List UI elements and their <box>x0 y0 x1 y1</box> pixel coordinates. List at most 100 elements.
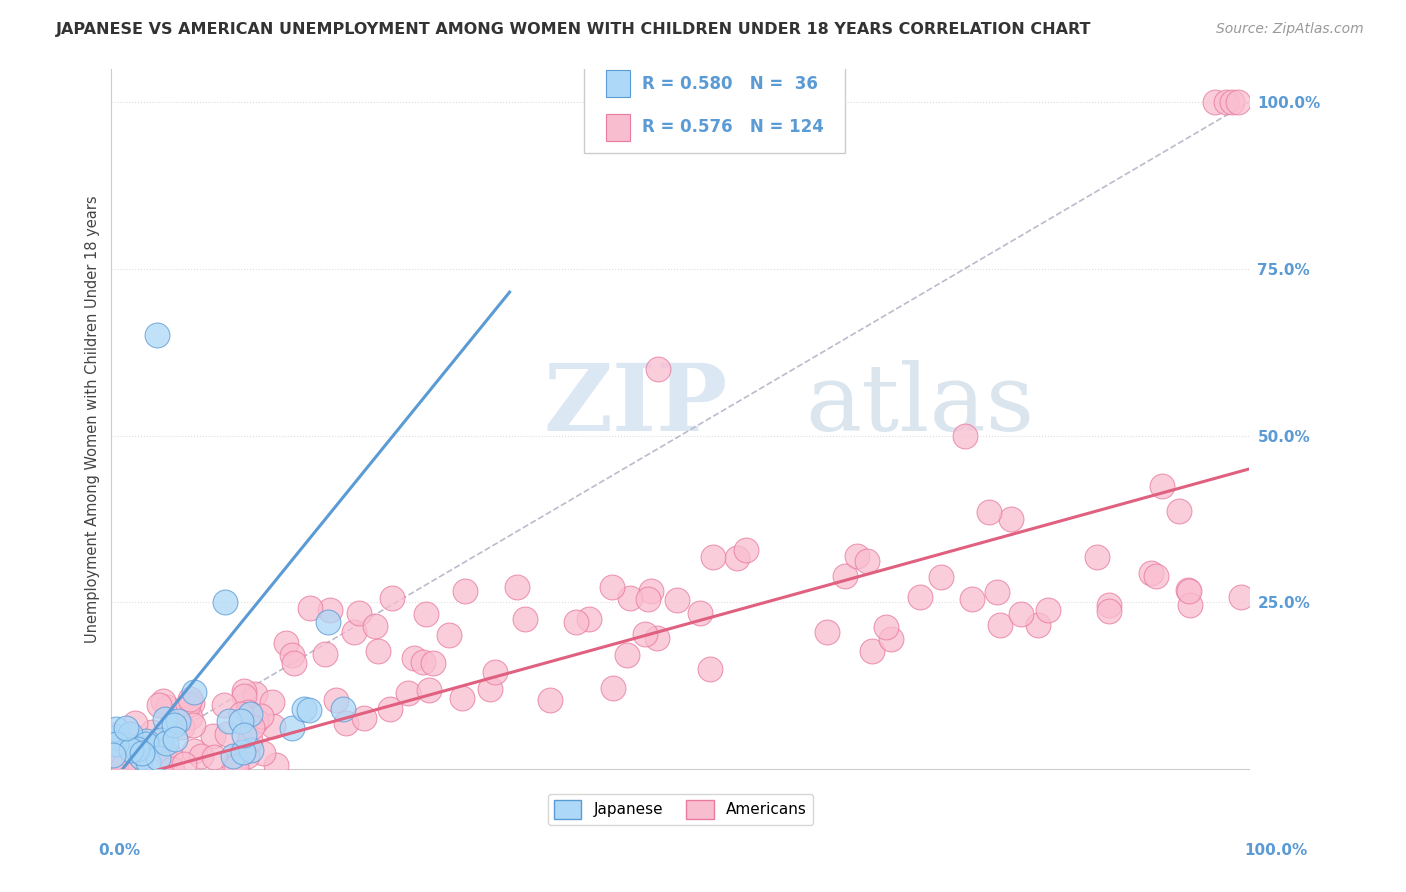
Point <box>190 748 212 763</box>
Point <box>1085 549 1108 564</box>
Point <box>396 686 419 700</box>
Text: R = 0.580   N =  36: R = 0.580 N = 36 <box>641 75 817 93</box>
Point <box>105 723 128 737</box>
Point <box>179 692 201 706</box>
Point <box>602 681 624 695</box>
Point <box>815 624 838 639</box>
FancyBboxPatch shape <box>583 62 845 153</box>
Point <box>101 728 124 742</box>
Point <box>156 699 179 714</box>
Point <box>880 632 903 646</box>
Point <box>233 690 256 704</box>
Text: ZIP: ZIP <box>544 359 728 450</box>
Point <box>239 743 262 757</box>
Point <box>299 601 322 615</box>
Point <box>264 757 287 772</box>
Point <box>702 549 724 564</box>
Point <box>600 580 623 594</box>
Point <box>218 714 240 728</box>
Point <box>689 606 711 620</box>
Point <box>335 715 357 730</box>
Point <box>240 720 263 734</box>
Point <box>243 687 266 701</box>
Point <box>453 584 475 599</box>
Point <box>367 643 389 657</box>
Point <box>128 759 150 773</box>
Point <box>167 714 190 728</box>
Point <box>953 428 976 442</box>
Point <box>173 757 195 772</box>
Point <box>1144 569 1167 583</box>
Point <box>855 554 877 568</box>
Legend: Japanese, Americans: Japanese, Americans <box>548 794 813 825</box>
Point <box>212 698 235 712</box>
Point <box>875 620 897 634</box>
Point <box>152 694 174 708</box>
Point <box>135 737 157 751</box>
Point <box>1177 583 1199 598</box>
Point <box>616 648 638 663</box>
Point <box>645 632 668 646</box>
Point <box>725 550 748 565</box>
Point <box>450 691 472 706</box>
Point <box>735 542 758 557</box>
Point <box>634 627 657 641</box>
Point <box>118 726 141 740</box>
Point <box>115 721 138 735</box>
Point <box>153 744 176 758</box>
Point <box>1220 95 1243 109</box>
Text: R = 0.576   N = 124: R = 0.576 N = 124 <box>641 119 824 136</box>
Point <box>1178 599 1201 613</box>
Point <box>236 740 259 755</box>
Point <box>141 725 163 739</box>
Point <box>415 607 437 621</box>
Text: 0.0%: 0.0% <box>98 843 141 858</box>
Point <box>1178 584 1201 599</box>
Point <box>183 685 205 699</box>
Point <box>148 698 170 712</box>
Point <box>347 607 370 621</box>
Point <box>988 618 1011 632</box>
Point <box>929 570 952 584</box>
Point <box>101 747 124 762</box>
Point <box>202 750 225 764</box>
Point <box>159 748 181 763</box>
Point <box>1229 591 1251 605</box>
Point <box>314 647 336 661</box>
Point <box>343 625 366 640</box>
Point <box>252 747 274 761</box>
Point <box>381 591 404 606</box>
Point <box>162 717 184 731</box>
Point <box>578 612 600 626</box>
Point <box>127 742 149 756</box>
Point <box>666 592 689 607</box>
Point <box>155 736 177 750</box>
Point <box>1215 95 1237 109</box>
Point <box>283 657 305 671</box>
Text: 100.0%: 100.0% <box>1244 843 1308 858</box>
Point <box>418 683 440 698</box>
Point <box>172 720 194 734</box>
Point <box>478 681 501 696</box>
Point <box>364 619 387 633</box>
Point <box>538 692 561 706</box>
Point <box>1204 95 1226 109</box>
Point <box>232 746 254 760</box>
Point <box>146 328 169 343</box>
Point <box>179 709 201 723</box>
Bar <box>606 114 630 141</box>
Point <box>1226 95 1249 109</box>
Point <box>236 705 259 719</box>
Point <box>977 505 1000 519</box>
Point <box>222 759 245 773</box>
Point <box>236 749 259 764</box>
Point <box>226 752 249 766</box>
Text: atlas: atlas <box>806 359 1035 450</box>
Point <box>107 748 129 763</box>
Point <box>1026 618 1049 632</box>
Point <box>637 592 659 607</box>
Y-axis label: Unemployment Among Women with Children Under 18 years: Unemployment Among Women with Children U… <box>86 195 100 643</box>
Point <box>135 734 157 748</box>
Point <box>201 729 224 743</box>
Point <box>619 591 641 606</box>
